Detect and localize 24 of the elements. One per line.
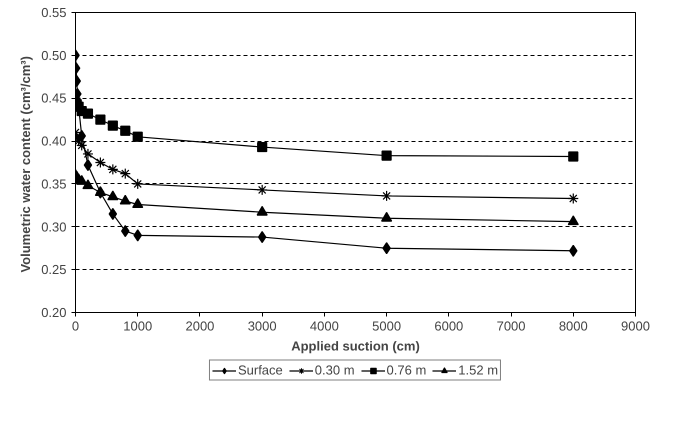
x-tick-label: 0 <box>72 318 80 334</box>
x-tick-label: 2000 <box>185 318 214 334</box>
y-tick-label: 0.40 <box>41 134 67 149</box>
x-tick-label: 9000 <box>621 318 650 334</box>
x-tick-label: 1000 <box>123 318 152 334</box>
y-tick-label: 0.30 <box>41 219 67 234</box>
x-tick-label: 6000 <box>434 318 464 334</box>
x-tick-label: 7000 <box>496 318 526 334</box>
legend-label: 0.76 m <box>386 362 426 378</box>
x-tick-label: 4000 <box>310 318 339 334</box>
y-tick-label: 0.20 <box>41 305 67 320</box>
x-tick-label: 3000 <box>248 318 277 334</box>
x-tick-label: 8000 <box>558 318 588 334</box>
x-axis-title: Applied suction (cm) <box>291 338 420 354</box>
y-axis-title: Volumetric water content (cm³/cm³) <box>18 56 34 273</box>
legend-label: 0.30 m <box>314 362 355 378</box>
x-tick-label: 5000 <box>372 318 402 334</box>
y-tick-label: 0.35 <box>41 176 67 192</box>
y-tick-label: 0.45 <box>41 90 67 106</box>
y-tick-label: 0.55 <box>41 5 67 20</box>
legend-label: 1.52 m <box>458 362 498 378</box>
y-tick-label: 0.50 <box>41 48 67 63</box>
y-tick-label: 0.25 <box>41 262 67 278</box>
legend-label: Surface <box>238 362 283 378</box>
